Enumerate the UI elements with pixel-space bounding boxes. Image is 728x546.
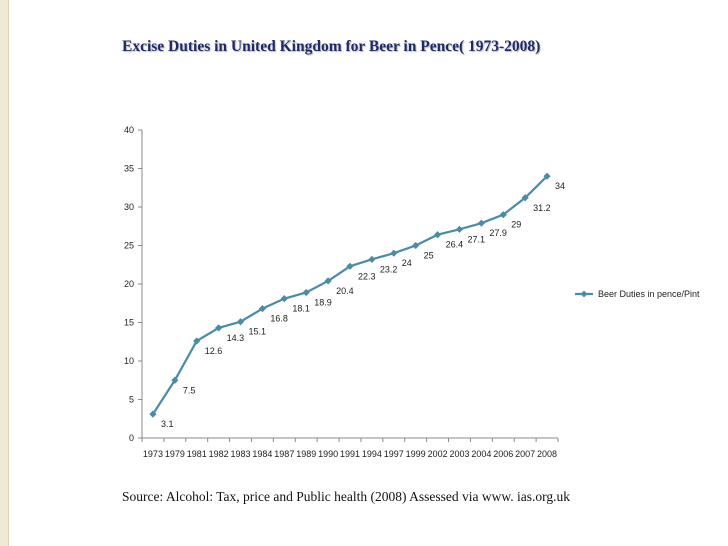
x-tick-label: 2003 (449, 449, 469, 459)
data-label: 14.3 (227, 333, 245, 343)
slide-title: Excise Duties in United Kingdom for Beer… (122, 38, 541, 55)
data-label: 7.5 (183, 385, 196, 395)
data-point (368, 255, 376, 263)
data-point (477, 219, 485, 227)
x-tick-label: 1994 (362, 449, 382, 459)
y-tick-label: 5 (129, 395, 134, 405)
data-point (193, 337, 201, 345)
data-label: 23.2 (380, 264, 398, 274)
x-tick-label: 1973 (143, 449, 163, 459)
y-tick-label: 15 (124, 318, 134, 328)
x-tick-label: 1999 (406, 449, 426, 459)
x-tick-label: 1989 (296, 449, 316, 459)
slide-side-strip (0, 0, 8, 546)
x-tick-label: 2008 (537, 449, 557, 459)
data-label: 16.8 (270, 314, 288, 324)
legend-label: Beer Duties in pence/Pint (598, 289, 700, 299)
y-tick-label: 25 (124, 241, 134, 251)
data-point (521, 194, 529, 202)
y-tick-label: 35 (124, 164, 134, 174)
x-tick-label: 1990 (318, 449, 338, 459)
data-point (236, 318, 245, 326)
data-point (149, 410, 157, 418)
data-point (543, 172, 551, 180)
x-tick-label: 1984 (252, 449, 272, 459)
data-point (412, 241, 420, 250)
data-point (280, 295, 288, 303)
x-tick-label: 1981 (187, 449, 207, 459)
x-tick-label: 1979 (165, 449, 185, 459)
x-tick-label: 1991 (340, 449, 360, 459)
data-point (171, 376, 179, 384)
data-label: 20.4 (336, 286, 354, 296)
data-label: 15.1 (249, 327, 267, 337)
data-point (499, 211, 507, 219)
y-tick-label: 30 (124, 202, 134, 212)
y-tick-label: 40 (124, 125, 134, 135)
slide-side-strip-edge (8, 0, 9, 546)
data-label: 22.3 (358, 271, 376, 281)
data-point (346, 262, 354, 270)
data-point (455, 225, 464, 233)
data-point (258, 305, 267, 313)
data-label: 3.1 (161, 419, 174, 429)
data-label: 31.2 (533, 203, 551, 213)
data-label: 27.1 (467, 234, 485, 244)
x-tick-label: 1983 (231, 449, 251, 459)
data-label: 29 (511, 220, 521, 230)
data-label: 34 (555, 181, 565, 191)
x-tick-label: 1997 (384, 449, 404, 459)
data-point (390, 249, 398, 257)
data-label: 24 (402, 258, 412, 268)
x-tick-label: 2004 (471, 449, 491, 459)
data-label: 12.6 (205, 346, 223, 356)
data-label: 27.9 (489, 228, 507, 238)
data-label: 18.1 (292, 304, 310, 314)
x-tick-label: 1982 (209, 449, 229, 459)
x-tick-label: 2006 (493, 449, 513, 459)
x-tick-label: 1987 (274, 449, 294, 459)
source-note: Source: Alcohol: Tax, price and Public h… (122, 489, 570, 504)
x-tick-label: 2007 (515, 449, 535, 459)
data-point (215, 324, 223, 332)
legend-marker (580, 290, 588, 298)
y-tick-label: 10 (124, 356, 134, 366)
y-tick-label: 20 (124, 279, 134, 289)
data-label: 26.4 (446, 240, 464, 250)
data-point (324, 277, 332, 285)
data-point (302, 288, 310, 297)
data-label: 25 (424, 251, 434, 261)
data-point (433, 231, 442, 239)
data-label: 18.9 (314, 297, 332, 307)
x-tick-label: 2002 (428, 449, 448, 459)
y-tick-label: 0 (129, 433, 134, 443)
